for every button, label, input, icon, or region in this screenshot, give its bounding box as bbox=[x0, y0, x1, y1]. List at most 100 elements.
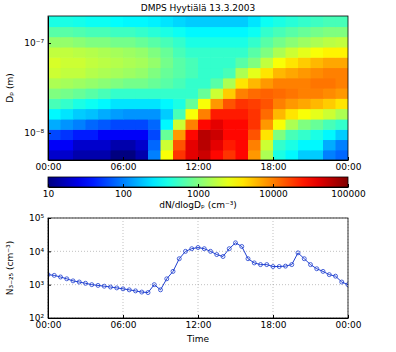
marker bbox=[165, 277, 169, 281]
heat-cell bbox=[298, 26, 311, 37]
heat-cell bbox=[148, 98, 161, 109]
tick: 00:00 bbox=[336, 315, 362, 330]
heat-cell bbox=[261, 109, 274, 120]
marker bbox=[196, 246, 200, 250]
heat-cell bbox=[61, 47, 74, 58]
heat-cell bbox=[248, 26, 261, 37]
heat-cell bbox=[123, 37, 136, 48]
heat-cell bbox=[48, 16, 61, 27]
heat-cell bbox=[136, 109, 149, 120]
heat-cell bbox=[298, 67, 311, 78]
marker bbox=[246, 257, 250, 261]
heat-cell bbox=[248, 57, 261, 68]
heat-cell bbox=[286, 78, 299, 89]
heat-cell bbox=[286, 129, 299, 140]
marker bbox=[302, 257, 306, 261]
heat-cell bbox=[73, 16, 86, 27]
plot-frame bbox=[48, 16, 348, 160]
marker bbox=[240, 244, 244, 248]
tick-label: 06:00 bbox=[111, 162, 137, 172]
marker bbox=[215, 253, 219, 257]
heat-cell bbox=[86, 26, 99, 37]
plot-background bbox=[48, 218, 348, 318]
heat-cell bbox=[223, 26, 236, 37]
heat-cell bbox=[261, 47, 274, 58]
heat-cell bbox=[173, 78, 186, 89]
heat-cell bbox=[111, 150, 124, 160]
tick: 06:00 bbox=[111, 157, 137, 172]
heat-cell bbox=[223, 98, 236, 109]
tick: 100 bbox=[115, 184, 132, 199]
heat-cell bbox=[173, 26, 186, 37]
heat-cell bbox=[261, 150, 274, 160]
heat-cell bbox=[211, 67, 224, 78]
heat-cell bbox=[286, 57, 299, 68]
heat-cell bbox=[161, 88, 174, 99]
heat-cell bbox=[311, 119, 324, 130]
heat-cell bbox=[223, 119, 236, 130]
heat-cell bbox=[98, 78, 111, 89]
heat-cell bbox=[123, 26, 136, 37]
marker bbox=[259, 263, 263, 267]
heat-cell bbox=[61, 139, 74, 150]
grid-line bbox=[198, 218, 199, 318]
heat-cell bbox=[236, 129, 249, 140]
heat-cell bbox=[148, 129, 161, 140]
tick-label: 12:00 bbox=[186, 162, 212, 172]
tick-label: 10⁴ bbox=[29, 247, 44, 257]
heat-cell bbox=[48, 150, 61, 160]
heat-cell bbox=[261, 98, 274, 109]
heat-cell bbox=[236, 67, 249, 78]
heat-cell bbox=[61, 98, 74, 109]
heat-cell bbox=[111, 139, 124, 150]
heat-cell bbox=[123, 109, 136, 120]
heat-cell bbox=[248, 67, 261, 78]
heat-cell bbox=[223, 139, 236, 150]
tick: 18:00 bbox=[261, 157, 287, 172]
heat-cell bbox=[61, 129, 74, 140]
marker bbox=[84, 281, 88, 285]
heat-cell bbox=[223, 67, 236, 78]
heat-cell bbox=[161, 98, 174, 109]
colorbar-title: dN/dlogDₚ (cm⁻³) bbox=[159, 200, 237, 210]
heat-cell bbox=[73, 67, 86, 78]
heat-cell bbox=[236, 88, 249, 99]
heat-cell bbox=[311, 57, 324, 68]
heat-cell bbox=[223, 37, 236, 48]
heat-cell bbox=[86, 78, 99, 89]
heat-cell bbox=[198, 67, 211, 78]
heat-cell bbox=[186, 119, 199, 130]
heat-cell bbox=[186, 139, 199, 150]
heat-cell bbox=[261, 67, 274, 78]
heat-cell bbox=[273, 88, 286, 99]
heat-cell bbox=[73, 78, 86, 89]
heat-cell bbox=[186, 88, 199, 99]
heat-cell bbox=[161, 129, 174, 140]
axis-title: N₃₋₂₅ (cm⁻³) bbox=[5, 241, 15, 295]
heat-cell bbox=[111, 109, 124, 120]
heat-cell bbox=[311, 37, 324, 48]
heat-cell bbox=[111, 37, 124, 48]
heat-cell bbox=[161, 16, 174, 27]
heat-cell bbox=[98, 109, 111, 120]
heat-cell bbox=[323, 119, 336, 130]
heat-cell bbox=[73, 129, 86, 140]
heat-cell bbox=[148, 26, 161, 37]
heat-cell bbox=[323, 47, 336, 58]
heat-cell bbox=[198, 150, 211, 160]
marker bbox=[109, 285, 113, 289]
heat-cell bbox=[273, 129, 286, 140]
marker bbox=[277, 265, 281, 269]
heat-cell bbox=[273, 119, 286, 130]
tick-mark bbox=[123, 315, 124, 318]
tick-mark bbox=[273, 184, 274, 187]
axis: 10²10³10⁴10⁵ bbox=[29, 213, 51, 323]
heat-cell bbox=[211, 47, 224, 58]
marker bbox=[334, 274, 338, 278]
heat-cell bbox=[136, 129, 149, 140]
heat-cell bbox=[98, 37, 111, 48]
tick-label: 12:00 bbox=[186, 320, 212, 330]
heat-cell bbox=[86, 88, 99, 99]
heat-cell bbox=[323, 37, 336, 48]
marker bbox=[140, 290, 144, 294]
